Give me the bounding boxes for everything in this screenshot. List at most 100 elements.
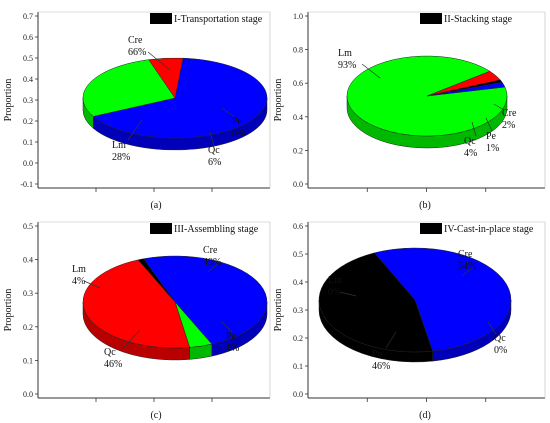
y-tick-label: 0.2 — [23, 323, 33, 332]
pie-slice-qc — [82, 259, 191, 349]
pie-slice-pe — [137, 258, 176, 303]
legend-label: IV-Cast-in-place stage — [444, 224, 534, 235]
slice-name-cre: Cre — [502, 108, 517, 119]
slice-name-pe: Pe — [232, 116, 243, 127]
leader-line-qc — [471, 121, 477, 137]
slice-value-qc: 46% — [104, 359, 122, 370]
y-tick-label: 0.3 — [293, 306, 303, 315]
slice-name-lm: Lm — [112, 140, 126, 151]
slice-name-qc: Qc — [464, 136, 476, 147]
slice-value-lm: 93% — [338, 60, 356, 71]
slice-name-pe: Pe — [486, 131, 497, 142]
y-tick-label: 0.0 — [293, 390, 303, 399]
slice-name-pe: Pe — [372, 349, 383, 360]
slice-name-cre: Cre — [128, 35, 143, 46]
leader-line-cre — [147, 51, 171, 71]
leader-line-pe — [221, 107, 237, 119]
y-axis-label: Proportion — [3, 79, 14, 122]
slice-name-cre: Cre — [203, 245, 218, 256]
slice-value-cre: 66% — [128, 47, 146, 58]
slice-name-qc: Qc — [208, 145, 220, 156]
chart-panel-1: -0.1 0.0 0.1 0.2 0.3 0.4 0.5 0.6 0.7 Proportion I-… — [3, 11, 271, 211]
legend-label: III-Assembling stage — [174, 224, 259, 235]
slice-value-cre: 2% — [502, 120, 515, 131]
y-tick-label: 0.4 — [293, 278, 303, 287]
legend-swatch — [420, 13, 442, 24]
slice-value-lm: 28% — [112, 152, 130, 163]
y-tick-label: 0.7 — [23, 12, 33, 21]
pie-slice-cre — [92, 57, 268, 139]
leader-line-cre — [493, 103, 505, 111]
pie-slice-cre — [426, 81, 506, 97]
slice-name-pe: Pe — [226, 331, 237, 342]
slice-value-pe: 46% — [372, 361, 390, 372]
leader-line-pe — [385, 331, 397, 349]
slice-value-cre: 54% — [458, 261, 476, 272]
leader-line-lm — [127, 119, 143, 141]
slice-value-qc: 0% — [494, 345, 507, 356]
y-tick-label: 0.6 — [293, 79, 303, 88]
leader-line-pe — [485, 117, 493, 132]
y-tick-label: 0.0 — [293, 180, 303, 189]
slice-value-qc: 4% — [464, 148, 477, 159]
y-tick-label: -0.1 — [20, 180, 33, 189]
slice-value-cre: 49% — [203, 257, 221, 268]
slice-name-cre: Cre — [458, 249, 473, 260]
y-tick-label: 0.5 — [23, 54, 33, 63]
chart-panel-4: 0.0 0.1 0.2 0.3 0.4 0.5 0.6 Proportion IV-Cast-i… — [273, 221, 546, 421]
chart-panel-3: 0.0 0.1 0.2 0.3 0.4 0.5 Proportion III-Assembli… — [3, 221, 271, 421]
y-axis-label: Proportion — [273, 289, 284, 332]
slice-name-lm: Lm — [338, 48, 352, 59]
legend-swatch — [420, 223, 442, 234]
legend-swatch — [150, 223, 172, 234]
slice-name-lm: Lm — [328, 275, 342, 286]
panel-caption: (c) — [150, 410, 161, 421]
slice-value-pe: 0% — [232, 128, 245, 139]
slice-value-pe: 1% — [226, 343, 239, 354]
slice-name-qc: Qc — [104, 347, 116, 358]
legend-swatch — [150, 13, 172, 24]
y-tick-label: 0.0 — [23, 390, 33, 399]
pie-slice-pe — [318, 252, 433, 353]
y-tick-label: 0.2 — [23, 117, 33, 126]
slice-value-lm: 4% — [72, 276, 85, 287]
pie-slice-cre — [373, 247, 512, 352]
slice-name-lm: Lm — [72, 264, 86, 275]
slice-value-pe: 1% — [486, 143, 499, 154]
leader-line-cre — [461, 265, 475, 277]
chart-panel-2: 0.0 0.2 0.4 0.6 0.8 1.0 Proportion II-Stacking … — [273, 11, 546, 211]
leader-line-lm — [361, 63, 381, 79]
slice-value-lm: 0% — [328, 287, 341, 298]
y-tick-label: 0.3 — [23, 289, 33, 298]
pie-slice-lm — [82, 59, 176, 117]
y-tick-label: 0.5 — [23, 222, 33, 231]
y-tick-label: 0.6 — [23, 33, 33, 42]
pie-slice-cre — [143, 255, 268, 345]
y-tick-label: 0.2 — [293, 334, 303, 343]
legend-label: II-Stacking stage — [444, 14, 513, 25]
y-axis-label: Proportion — [3, 289, 14, 332]
slice-value-qc: 6% — [208, 157, 221, 168]
y-tick-label: 0.5 — [293, 250, 303, 259]
leader-line-pe — [221, 321, 233, 333]
y-tick-label: 0.4 — [23, 256, 33, 265]
y-tick-label: 0.8 — [293, 46, 303, 55]
y-tick-label: 0.0 — [23, 159, 33, 168]
y-tick-label: 0.1 — [23, 356, 33, 365]
y-tick-label: 0.4 — [23, 75, 33, 84]
y-tick-label: 0.6 — [293, 222, 303, 231]
y-axis-label: Proportion — [273, 79, 284, 122]
slice-name-qc: Qc — [494, 333, 506, 344]
panel-caption: (b) — [419, 200, 431, 211]
leader-line-cre — [207, 261, 221, 273]
y-tick-label: 1.0 — [293, 12, 303, 21]
legend-label: I-Transportation stage — [174, 14, 263, 25]
leader-line-qc — [123, 329, 141, 348]
y-tick-label: 0.4 — [293, 113, 303, 122]
y-tick-label: 0.1 — [23, 138, 33, 147]
leader-line-lm — [83, 280, 101, 289]
leader-line-lm — [339, 291, 357, 297]
pie-slice-qc — [148, 57, 184, 99]
y-tick-label: 0.1 — [293, 362, 303, 371]
